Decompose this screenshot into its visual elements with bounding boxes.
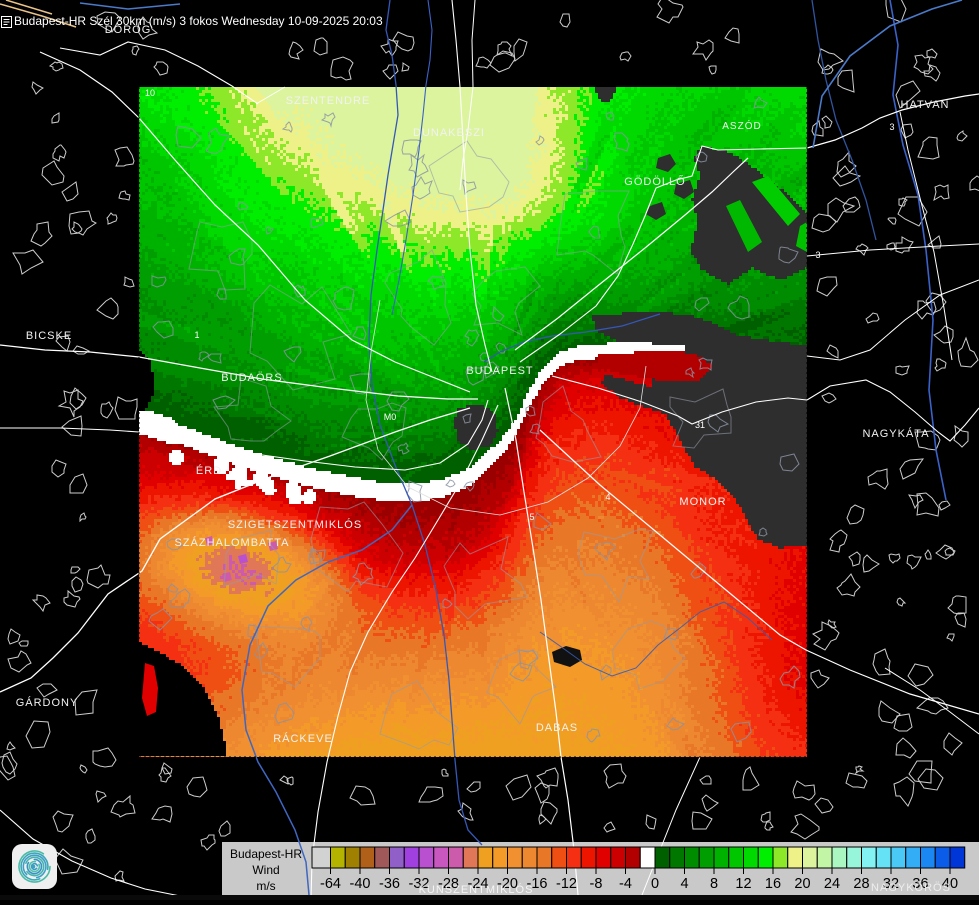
svg-text:10: 10 xyxy=(145,88,155,98)
svg-text:SZENTENDRE: SZENTENDRE xyxy=(286,95,371,107)
svg-text:24: 24 xyxy=(824,876,840,892)
svg-text:31: 31 xyxy=(695,420,705,430)
svg-text:RÁCKEVE: RÁCKEVE xyxy=(273,732,333,745)
svg-text:3: 3 xyxy=(889,122,894,132)
svg-text:0: 0 xyxy=(651,876,659,892)
svg-text:4: 4 xyxy=(680,876,688,892)
svg-text:5: 5 xyxy=(529,512,534,522)
svg-text:36: 36 xyxy=(912,876,928,892)
svg-text:DUNAKESZI: DUNAKESZI xyxy=(413,127,485,139)
svg-text:DABAS: DABAS xyxy=(536,722,578,734)
svg-text:20: 20 xyxy=(794,876,810,892)
svg-text:BUDAPEST: BUDAPEST xyxy=(466,365,533,377)
svg-text:BICSKE: BICSKE xyxy=(26,330,72,342)
svg-text:-8: -8 xyxy=(590,876,603,892)
svg-text:32: 32 xyxy=(883,876,899,892)
svg-text:ASZÓD: ASZÓD xyxy=(722,119,761,132)
svg-text:m/s: m/s xyxy=(256,879,275,893)
svg-text:4: 4 xyxy=(605,492,610,502)
svg-text:-64: -64 xyxy=(320,876,341,892)
svg-text:16: 16 xyxy=(765,876,781,892)
svg-text:-12: -12 xyxy=(556,876,577,892)
svg-text:-28: -28 xyxy=(438,876,459,892)
svg-text:SZÁZHALOMBATTA: SZÁZHALOMBATTA xyxy=(174,536,289,549)
svg-text:M0: M0 xyxy=(384,412,397,422)
svg-text:40: 40 xyxy=(942,876,958,892)
svg-text:-40: -40 xyxy=(350,876,371,892)
svg-text:BUDAÖRS: BUDAÖRS xyxy=(221,372,282,384)
svg-text:SZIGETSZENTMIKLÓS: SZIGETSZENTMIKLÓS xyxy=(228,518,362,531)
svg-text:GÁRDONY: GÁRDONY xyxy=(16,696,79,709)
svg-text:DOROG: DOROG xyxy=(105,24,152,36)
svg-text:NAGYKÁTA: NAGYKÁTA xyxy=(862,427,929,440)
svg-text:-4: -4 xyxy=(619,876,632,892)
svg-text:-36: -36 xyxy=(379,876,400,892)
svg-text:-16: -16 xyxy=(527,876,548,892)
svg-text:-32: -32 xyxy=(409,876,430,892)
svg-text:1: 1 xyxy=(194,330,199,340)
svg-text:Budapest-HR Szél 30km (m/s) 3: Budapest-HR Szél 30km (m/s) 3 fokos Wedn… xyxy=(14,14,383,28)
svg-text:MONOR: MONOR xyxy=(679,496,726,508)
svg-text:GÖDÖLLŐ: GÖDÖLLŐ xyxy=(624,174,685,188)
svg-text:8: 8 xyxy=(710,876,718,892)
svg-text:NAGYKŐRÖS: NAGYKŐRÖS xyxy=(871,880,951,894)
svg-text:ÉRD: ÉRD xyxy=(196,464,222,477)
svg-text:Budapest-HR: Budapest-HR xyxy=(230,847,302,861)
svg-text:HATVAN: HATVAN xyxy=(901,99,950,111)
svg-text:12: 12 xyxy=(735,876,751,892)
svg-text:Wind: Wind xyxy=(252,863,279,877)
svg-text:-24: -24 xyxy=(468,876,489,892)
svg-text:KUNSZENTMIKLÓS: KUNSZENTMIKLÓS xyxy=(419,883,534,896)
svg-text:28: 28 xyxy=(853,876,869,892)
svg-text:3: 3 xyxy=(815,250,820,260)
svg-text:-20: -20 xyxy=(497,876,518,892)
